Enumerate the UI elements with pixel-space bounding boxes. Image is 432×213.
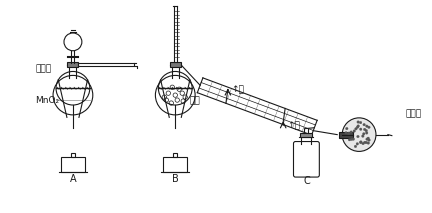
Circle shape bbox=[354, 145, 357, 148]
Circle shape bbox=[365, 132, 368, 134]
Circle shape bbox=[355, 128, 357, 130]
Circle shape bbox=[362, 132, 365, 135]
FancyBboxPatch shape bbox=[300, 133, 312, 137]
Circle shape bbox=[363, 141, 366, 144]
Circle shape bbox=[350, 131, 353, 133]
Text: ↑水: ↑水 bbox=[287, 122, 300, 131]
Circle shape bbox=[366, 138, 368, 140]
Circle shape bbox=[362, 142, 364, 145]
Circle shape bbox=[357, 135, 359, 138]
Circle shape bbox=[365, 141, 368, 144]
Circle shape bbox=[347, 133, 350, 135]
Circle shape bbox=[350, 138, 353, 141]
Circle shape bbox=[348, 138, 351, 141]
Text: 浓盐酸: 浓盐酸 bbox=[35, 64, 51, 73]
Circle shape bbox=[352, 138, 355, 140]
Circle shape bbox=[345, 132, 347, 134]
Circle shape bbox=[346, 127, 348, 130]
Circle shape bbox=[353, 130, 356, 132]
Text: 锡粉: 锡粉 bbox=[189, 96, 200, 106]
Circle shape bbox=[356, 126, 359, 128]
Circle shape bbox=[357, 125, 359, 127]
Text: C: C bbox=[303, 176, 310, 186]
Circle shape bbox=[359, 141, 362, 143]
Circle shape bbox=[367, 142, 370, 144]
Circle shape bbox=[359, 128, 362, 131]
Circle shape bbox=[356, 142, 359, 145]
Circle shape bbox=[365, 129, 368, 132]
Circle shape bbox=[367, 137, 369, 140]
FancyBboxPatch shape bbox=[67, 62, 78, 67]
Circle shape bbox=[342, 118, 376, 151]
FancyBboxPatch shape bbox=[170, 62, 181, 67]
Circle shape bbox=[359, 121, 362, 124]
Text: A: A bbox=[70, 174, 76, 184]
Circle shape bbox=[363, 123, 365, 126]
FancyBboxPatch shape bbox=[339, 132, 353, 138]
Circle shape bbox=[363, 128, 366, 131]
Circle shape bbox=[368, 139, 370, 141]
Circle shape bbox=[347, 132, 350, 135]
Circle shape bbox=[359, 141, 362, 144]
Text: B: B bbox=[172, 174, 179, 184]
Circle shape bbox=[357, 121, 359, 123]
Circle shape bbox=[362, 135, 364, 137]
Circle shape bbox=[365, 125, 368, 127]
Text: 碱石灰: 碱石灰 bbox=[406, 109, 422, 118]
Text: MnO₂: MnO₂ bbox=[35, 96, 59, 105]
Circle shape bbox=[368, 126, 370, 129]
Text: ↑水: ↑水 bbox=[231, 85, 244, 94]
